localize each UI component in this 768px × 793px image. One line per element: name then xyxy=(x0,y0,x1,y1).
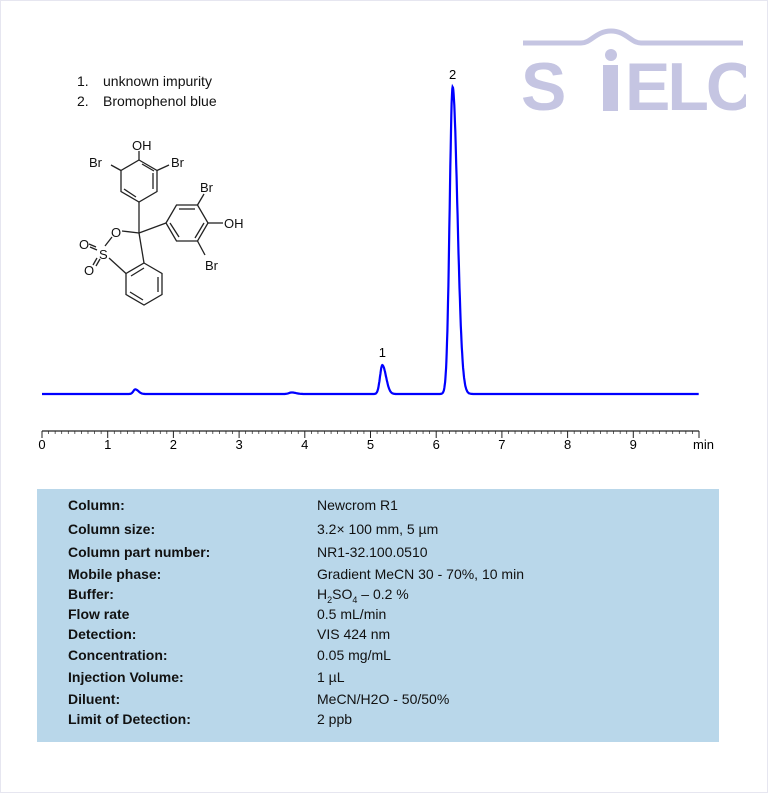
atom-label: OH xyxy=(224,216,244,231)
atom-label: Br xyxy=(89,155,103,170)
legend-item: 1. unknown impurity xyxy=(77,71,217,91)
x-tick-label: 3 xyxy=(235,437,242,452)
condition-row: Column: Newcrom R1 xyxy=(68,497,697,513)
formula-part: – 0.2 % xyxy=(357,586,409,602)
atom-label: S xyxy=(99,247,108,262)
svg-text:S: S xyxy=(521,49,564,117)
legend-number: 2. xyxy=(77,93,89,109)
x-tick-label: 5 xyxy=(367,437,374,452)
atom-label: OH xyxy=(132,138,152,153)
x-axis: 0 1 2 3 4 5 6 7 8 9 xyxy=(38,430,700,452)
peak-label-1: 1 xyxy=(379,345,386,360)
condition-row: Mobile phase: Gradient MeCN 30 - 70%, 10 … xyxy=(68,566,697,582)
condition-value: 0.5 mL/min xyxy=(317,606,387,622)
condition-row: Column size: 3.2× 100 mm, 5 µm xyxy=(68,521,697,537)
condition-value: 1 µL xyxy=(317,669,345,685)
condition-label: Detection: xyxy=(68,626,137,642)
x-tick-label: 2 xyxy=(170,437,177,452)
condition-value: Gradient MeCN 30 - 70%, 10 min xyxy=(317,566,524,582)
condition-row: Detection: VIS 424 nm xyxy=(68,626,697,642)
condition-label: Buffer: xyxy=(68,586,114,602)
atom-label: Br xyxy=(200,180,214,195)
legend-label: Bromophenol blue xyxy=(103,93,217,109)
condition-label: Mobile phase: xyxy=(68,566,162,582)
sielc-logo: S ELC xyxy=(521,28,746,117)
x-tick-label: 4 xyxy=(301,437,308,452)
chromatogram-trace xyxy=(42,83,699,396)
condition-label: Column: xyxy=(68,497,125,513)
peak-labels: 12 xyxy=(379,67,457,360)
formula-part: SO xyxy=(332,586,353,602)
condition-label: Column size: xyxy=(68,521,156,537)
condition-value: 3.2× 100 mm, 5 µm xyxy=(317,521,439,537)
atom-label: O xyxy=(84,263,94,278)
condition-value: Newcrom R1 xyxy=(317,497,398,513)
atom-label: O xyxy=(79,237,89,252)
condition-row: Diluent: MeCN/H2O - 50/50% xyxy=(68,691,697,707)
atom-label: Br xyxy=(205,258,219,273)
x-tick-label: 1 xyxy=(104,437,111,452)
x-tick-label: 7 xyxy=(498,437,505,452)
legend-label: unknown impurity xyxy=(103,73,212,89)
condition-value: 0.05 mg/mL xyxy=(317,647,391,663)
condition-label: Injection Volume: xyxy=(68,669,184,685)
formula-subscript: 2 xyxy=(327,594,333,605)
condition-label: Flow rate xyxy=(68,606,130,622)
x-axis-label: min xyxy=(693,437,714,452)
formula-subscript: 4 xyxy=(352,594,358,605)
condition-row: Column part number: NR1-32.100.0510 xyxy=(68,544,697,560)
condition-label: Concentration: xyxy=(68,647,168,663)
peak-label-2: 2 xyxy=(449,67,456,82)
condition-label: Limit of Detection: xyxy=(68,711,191,727)
condition-value: VIS 424 nm xyxy=(317,626,391,642)
condition-value: MeCN/H2O - 50/50% xyxy=(317,691,450,707)
condition-value: H2SO4 – 0.2 % xyxy=(317,586,697,605)
peak-legend: 1. unknown impurity 2. Bromophenol blue xyxy=(77,71,217,111)
legend-item: 2. Bromophenol blue xyxy=(77,91,217,111)
condition-row: Flow rate 0.5 mL/min xyxy=(68,606,697,622)
condition-value: NR1-32.100.0510 xyxy=(317,544,428,560)
formula-part: H xyxy=(317,586,328,602)
condition-row: Concentration: 0.05 mg/mL xyxy=(68,647,697,663)
condition-value: 2 ppb xyxy=(317,711,353,727)
condition-row: Injection Volume: 1 µL xyxy=(68,669,697,685)
x-tick-label: 0 xyxy=(38,437,45,452)
atom-label: O xyxy=(111,225,121,240)
condition-label: Diluent: xyxy=(68,691,121,707)
conditions-panel: Column: Newcrom R1 Column size: 3.2× 100 m… xyxy=(37,489,719,742)
condition-row: Buffer: H2SO4 – 0.2 % xyxy=(68,586,697,605)
svg-text:ELC: ELC xyxy=(625,49,746,117)
atom-label: Br xyxy=(171,155,185,170)
x-tick-label: 8 xyxy=(564,437,571,452)
condition-label: Column part number: xyxy=(68,544,211,560)
condition-row: Limit of Detection: 2 ppb xyxy=(68,711,697,727)
x-tick-label: 6 xyxy=(433,437,440,452)
x-tick-label: 9 xyxy=(630,437,637,452)
bromophenol-blue-structure: OH Br Br Br OH Br O S O O xyxy=(79,138,244,306)
legend-number: 1. xyxy=(77,73,89,89)
